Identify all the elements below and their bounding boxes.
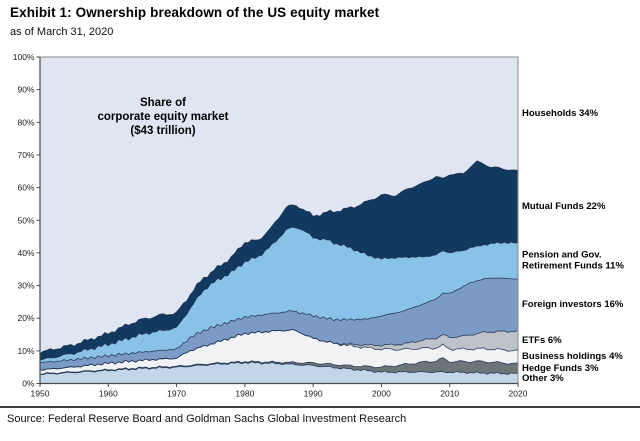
y-tick-label: 10% [17,346,34,356]
legend-label-foreign: Foreign investors 16% [522,298,624,310]
source-note: Source: Federal Reserve Board and Goldma… [7,413,407,425]
band-foreign [40,278,518,371]
legend-label-other: Other 3% [522,372,564,384]
x-tick-label: 1950 [31,389,50,399]
exhibit-title: Exhibit 1: Ownership breakdown of the US… [10,5,380,20]
legend-label-pension: Pension and Gov. Retirement Funds 11% [522,249,624,272]
x-tick-label: 1970 [167,389,186,399]
x-tick-label: 2000 [372,389,391,399]
x-tick-label: 2020 [509,389,528,399]
legend-label-mutual: Mutual Funds 22% [522,200,606,212]
y-tick-label: 100% [13,52,35,62]
footer-divider [0,406,640,408]
y-tick-label: 40% [17,248,34,258]
boundary-pension [39,226,519,361]
y-tick-label: 20% [17,313,34,323]
boundary-etf [39,328,519,371]
legend-label-business: Business holdings 4% [522,351,623,363]
x-tick-label: 1990 [304,389,323,399]
y-tick-label: 50% [17,215,34,225]
x-tick-label: 2010 [440,389,459,399]
boundary-hedge [39,357,519,375]
legend-label-etf: ETFs 6% [522,334,562,346]
x-tick-label: 1960 [99,389,118,399]
legend-label-households: Households 34% [522,107,599,119]
x-tick-label: 1980 [235,389,254,399]
exhibit-subtitle: as of March 31, 2020 [10,26,114,38]
y-tick-label: 70% [17,150,34,160]
band-mutual [40,160,518,361]
y-tick-label: 90% [17,85,34,95]
legend-label-hedge: Hedge Funds 3% [522,362,599,374]
y-tick-label: 30% [17,281,34,291]
band-hedge [40,357,518,375]
band-pension [40,227,518,363]
band-business [40,329,518,375]
boundary-mutual [39,160,519,354]
y-tick-label: 0% [22,379,35,389]
y-tick-label: 80% [17,117,34,127]
boundary-other [39,361,519,376]
chart-annotation: Share of corporate equity market ($43 tr… [97,97,229,137]
boundary-foreign [39,277,518,364]
y-tick-label: 60% [17,183,34,193]
